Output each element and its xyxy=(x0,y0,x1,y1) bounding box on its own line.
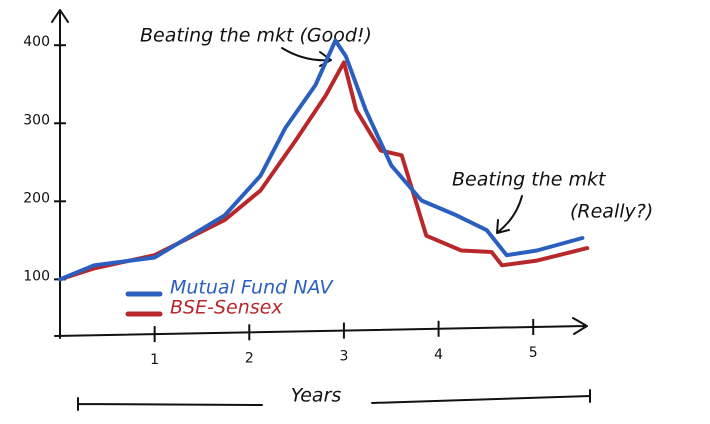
x-tick-label: 3 xyxy=(339,349,348,365)
y-tick-label: 300 xyxy=(23,112,50,128)
y-tick-label: 200 xyxy=(23,190,50,206)
x-axis xyxy=(54,317,588,337)
y-axis xyxy=(51,9,69,339)
legend-label: BSE-Sensex xyxy=(170,297,283,319)
axes xyxy=(51,9,588,339)
x-tick-label: 4 xyxy=(434,347,443,363)
annotation: (Really?) xyxy=(570,201,653,223)
x-label-bracket xyxy=(77,389,591,411)
x-tick-label: 5 xyxy=(529,345,538,361)
x-axis-label: Years xyxy=(291,385,342,407)
x-tick-label: 2 xyxy=(245,350,254,366)
annotation-arrow xyxy=(496,195,523,234)
annotation: Beating the mkt (Good!) xyxy=(140,25,372,47)
y-tick-label: 100 xyxy=(23,268,50,284)
y-tick-label: 400 xyxy=(23,34,50,50)
x-tick-label: 1 xyxy=(150,352,159,368)
legend-label: Mutual Fund NAV xyxy=(170,277,334,299)
series-line xyxy=(58,38,585,282)
annotation: Beating the mkt xyxy=(452,169,607,191)
